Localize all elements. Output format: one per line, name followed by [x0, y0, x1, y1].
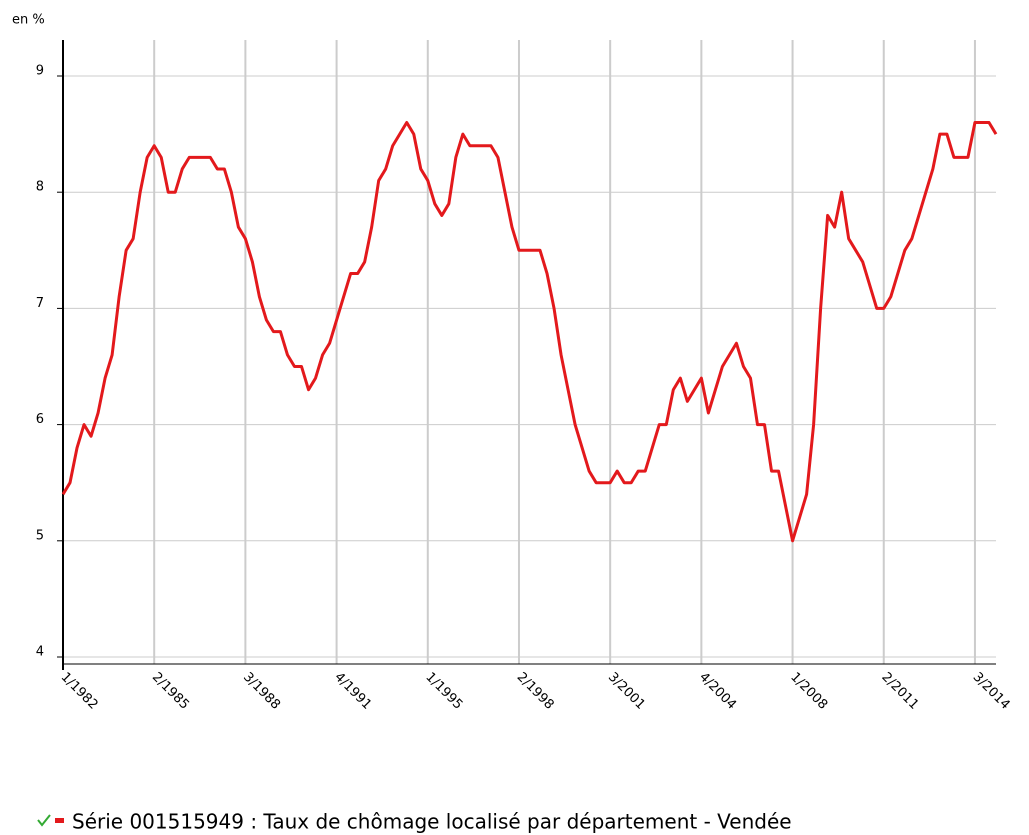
- y-tick-label: 6: [36, 412, 44, 427]
- y-tick-label: 5: [36, 528, 44, 543]
- x-tick-label: 4/1991: [331, 670, 374, 713]
- x-tick-label: 1/2008: [787, 670, 830, 713]
- x-tick-label: 4/2004: [696, 670, 739, 713]
- y-axis-label: en %: [12, 13, 45, 28]
- x-tick-label: 1/1995: [422, 670, 465, 713]
- data-line: [61, 120, 998, 543]
- x-tick-label: 2/1985: [149, 670, 192, 713]
- legend-check: [37, 814, 51, 827]
- x-tick-label: 2/2011: [878, 670, 921, 713]
- legend-label: Série 001515949 : Taux de chômage locali…: [72, 810, 792, 834]
- x-tick-label: 2/1998: [514, 670, 557, 713]
- x-tick-label: 3/1988: [240, 670, 283, 713]
- x-tick-label: 3/2014: [970, 670, 1013, 713]
- legend-swatch: [55, 818, 64, 823]
- x-tick-label: 1/1982: [58, 670, 101, 713]
- y-tick-label: 4: [36, 645, 44, 660]
- y-tick-label: 7: [36, 296, 44, 311]
- y-tick-label: 9: [36, 64, 44, 79]
- x-tick-label: 3/2001: [605, 670, 648, 713]
- y-tick-label: 8: [36, 180, 44, 195]
